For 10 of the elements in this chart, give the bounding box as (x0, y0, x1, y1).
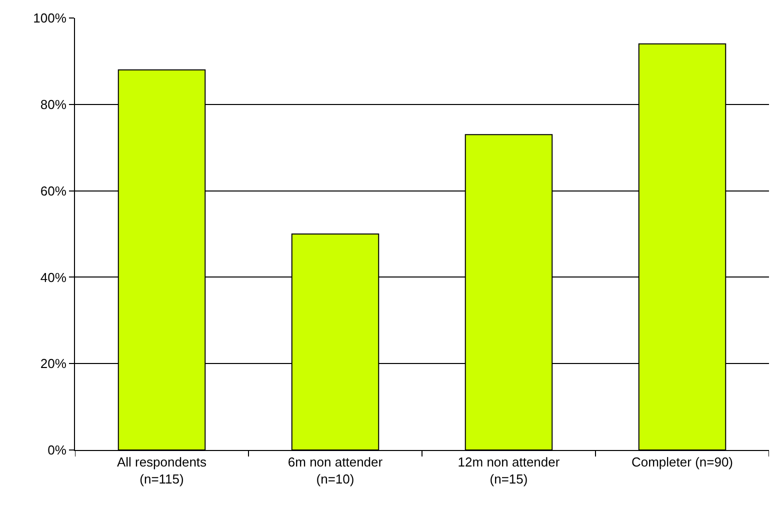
y-tick-label: 100% (33, 10, 67, 26)
y-tick-label: 0% (48, 442, 67, 458)
y-tick-label: 40% (40, 270, 67, 285)
x-tick-label: All respondents (n=115) (116, 454, 208, 486)
x-tick-label: 12m non attender (n=15) (458, 454, 560, 486)
y-tick-label: 20% (40, 356, 67, 372)
y-tick-label: 60% (40, 183, 67, 198)
x-tick-label: 6m non attender (n=10) (288, 454, 384, 486)
y-tick-label: 80% (40, 96, 67, 112)
x-tick-label: Completer (n=90) (631, 454, 734, 470)
